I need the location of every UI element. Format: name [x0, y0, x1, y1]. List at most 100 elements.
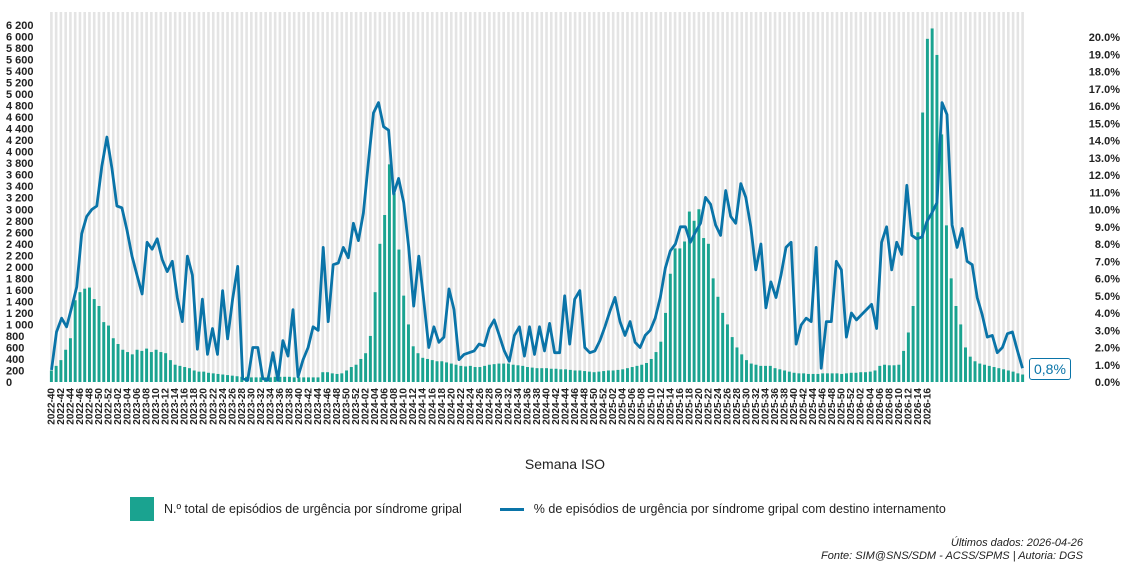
- bar[interactable]: [921, 112, 925, 382]
- bar[interactable]: [230, 375, 234, 382]
- bar[interactable]: [749, 363, 753, 382]
- bar[interactable]: [354, 364, 358, 382]
- bar[interactable]: [954, 305, 958, 382]
- bar[interactable]: [540, 368, 544, 382]
- bar[interactable]: [630, 367, 634, 382]
- bar[interactable]: [730, 337, 734, 382]
- bar[interactable]: [130, 354, 134, 382]
- bar[interactable]: [902, 350, 906, 382]
- bar[interactable]: [949, 278, 953, 382]
- bar[interactable]: [311, 377, 315, 382]
- bar[interactable]: [459, 365, 463, 382]
- bar[interactable]: [716, 296, 720, 382]
- bar[interactable]: [892, 365, 896, 382]
- bar[interactable]: [797, 373, 801, 382]
- bar[interactable]: [102, 322, 106, 382]
- bar[interactable]: [421, 357, 425, 382]
- bar[interactable]: [821, 373, 825, 382]
- bar[interactable]: [887, 365, 891, 382]
- bar[interactable]: [521, 365, 525, 382]
- bar[interactable]: [97, 305, 101, 382]
- bar[interactable]: [987, 365, 991, 382]
- bar[interactable]: [326, 372, 329, 382]
- bar[interactable]: [140, 350, 144, 382]
- bar[interactable]: [635, 365, 639, 382]
- bar[interactable]: [287, 376, 291, 382]
- bar[interactable]: [392, 193, 396, 382]
- bar[interactable]: [711, 278, 715, 382]
- bar[interactable]: [564, 369, 568, 382]
- bar[interactable]: [497, 363, 501, 382]
- bar[interactable]: [964, 347, 967, 382]
- bar[interactable]: [673, 248, 677, 382]
- bar[interactable]: [678, 248, 682, 382]
- bar[interactable]: [606, 370, 610, 382]
- bar[interactable]: [478, 367, 482, 382]
- bar[interactable]: [340, 373, 344, 382]
- bar[interactable]: [378, 243, 382, 382]
- bar[interactable]: [930, 28, 934, 383]
- bar[interactable]: [1002, 369, 1006, 382]
- bar[interactable]: [321, 372, 325, 382]
- bar[interactable]: [178, 365, 182, 382]
- bar[interactable]: [159, 352, 163, 382]
- bar[interactable]: [802, 373, 806, 382]
- bar[interactable]: [249, 377, 253, 382]
- bar[interactable]: [811, 373, 815, 382]
- bar[interactable]: [878, 365, 882, 382]
- bar[interactable]: [516, 365, 520, 382]
- bar[interactable]: [840, 373, 844, 382]
- bar[interactable]: [111, 338, 115, 382]
- bar[interactable]: [830, 373, 834, 382]
- bar[interactable]: [192, 370, 196, 382]
- bar[interactable]: [916, 232, 920, 382]
- bar[interactable]: [645, 362, 648, 382]
- bar[interactable]: [445, 362, 449, 382]
- bar[interactable]: [464, 366, 468, 382]
- bar[interactable]: [616, 369, 620, 382]
- bar[interactable]: [873, 370, 877, 382]
- bar[interactable]: [506, 363, 510, 382]
- bar[interactable]: [787, 371, 791, 382]
- bar[interactable]: [611, 370, 615, 382]
- bar[interactable]: [373, 292, 377, 382]
- bar[interactable]: [897, 364, 901, 382]
- bar[interactable]: [745, 360, 748, 382]
- bar[interactable]: [854, 372, 858, 382]
- bar[interactable]: [473, 367, 477, 382]
- bar[interactable]: [302, 377, 306, 382]
- bar[interactable]: [725, 324, 729, 382]
- bar[interactable]: [411, 346, 415, 382]
- bar[interactable]: [54, 365, 58, 382]
- bar[interactable]: [578, 370, 582, 382]
- bar[interactable]: [154, 349, 158, 382]
- bar[interactable]: [883, 364, 887, 382]
- bar[interactable]: [792, 372, 796, 382]
- bar[interactable]: [526, 367, 529, 382]
- bar[interactable]: [535, 368, 539, 382]
- bar[interactable]: [545, 368, 548, 382]
- bar[interactable]: [273, 376, 277, 382]
- bar[interactable]: [706, 243, 710, 382]
- bar[interactable]: [692, 220, 696, 382]
- bar[interactable]: [906, 332, 910, 382]
- bar[interactable]: [292, 377, 296, 382]
- bar[interactable]: [283, 376, 287, 382]
- bar[interactable]: [754, 364, 758, 382]
- bar[interactable]: [816, 373, 820, 382]
- bar[interactable]: [773, 368, 777, 382]
- bar[interactable]: [925, 38, 929, 382]
- bar[interactable]: [502, 363, 506, 382]
- bar[interactable]: [549, 368, 553, 382]
- bar[interactable]: [602, 371, 606, 382]
- bar[interactable]: [359, 358, 363, 382]
- bar[interactable]: [868, 371, 872, 382]
- bar[interactable]: [911, 305, 915, 382]
- bar[interactable]: [511, 364, 515, 382]
- bar[interactable]: [149, 352, 153, 382]
- bar[interactable]: [530, 367, 534, 382]
- bar[interactable]: [640, 364, 644, 382]
- bar[interactable]: [835, 373, 839, 382]
- bar[interactable]: [254, 377, 258, 382]
- bar[interactable]: [406, 324, 410, 382]
